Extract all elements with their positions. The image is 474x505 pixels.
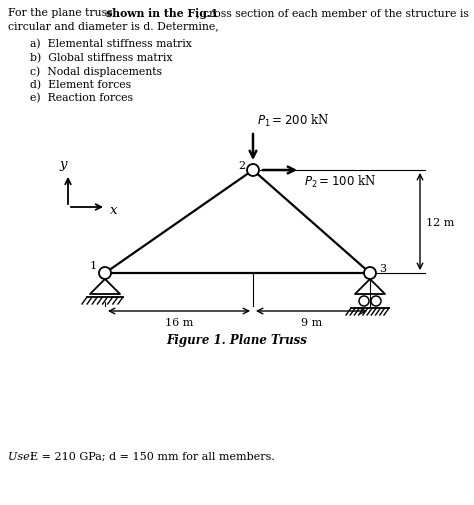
Text: b)  Global stiffness matrix: b) Global stiffness matrix	[30, 53, 173, 63]
Text: 16 m: 16 m	[165, 317, 193, 327]
Text: Figure 1. Plane Truss: Figure 1. Plane Truss	[166, 333, 308, 346]
Text: y: y	[59, 158, 67, 171]
Text: c)  Nodal displacements: c) Nodal displacements	[30, 66, 162, 76]
Text: Use:: Use:	[8, 451, 37, 461]
Text: d)  Element forces: d) Element forces	[30, 79, 131, 89]
Text: 9 m: 9 m	[301, 317, 322, 327]
Circle shape	[359, 296, 369, 307]
Circle shape	[364, 268, 376, 279]
Circle shape	[371, 296, 381, 307]
Circle shape	[99, 268, 111, 279]
Text: e)  Reaction forces: e) Reaction forces	[30, 93, 133, 103]
Circle shape	[247, 165, 259, 177]
Text: E = 210 GPa; d = 150 mm for all members.: E = 210 GPa; d = 150 mm for all members.	[30, 451, 275, 461]
Text: 12 m: 12 m	[426, 217, 455, 227]
Text: $P_1 = 200$ kN: $P_1 = 200$ kN	[257, 113, 329, 129]
Text: shown in the Fig.1: shown in the Fig.1	[106, 8, 218, 19]
Text: x: x	[110, 204, 118, 217]
Text: , cross section of each member of the structure is: , cross section of each member of the st…	[196, 8, 469, 18]
Text: circular and diameter is d. Determine,: circular and diameter is d. Determine,	[8, 21, 219, 31]
Text: For the plane truss: For the plane truss	[8, 8, 116, 18]
Text: 3: 3	[380, 264, 387, 274]
Text: $P_2 = 100$ kN: $P_2 = 100$ kN	[304, 174, 376, 190]
Text: 2: 2	[238, 161, 246, 171]
Text: 1: 1	[90, 261, 97, 271]
Text: a)  Elemental stiffness matrix: a) Elemental stiffness matrix	[30, 39, 192, 49]
